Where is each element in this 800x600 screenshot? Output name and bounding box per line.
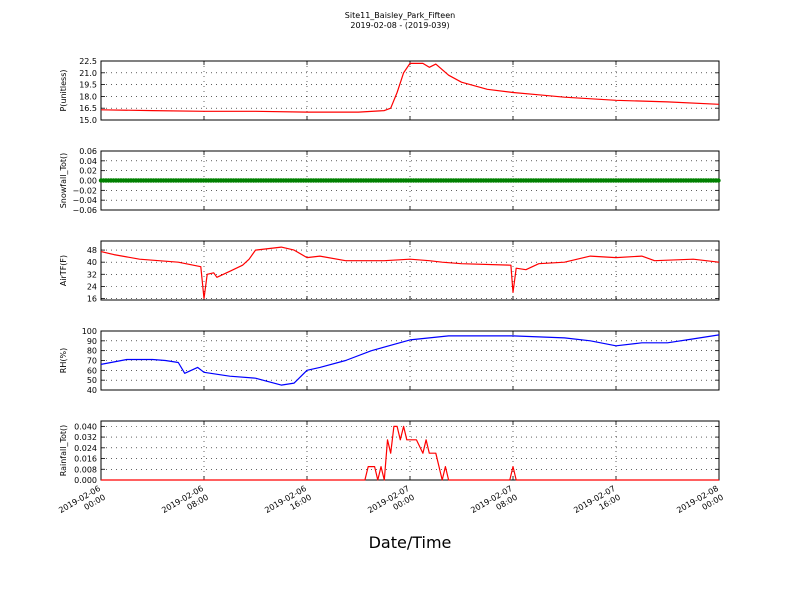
x-tick-label: 2019-02-0608:00: [160, 484, 210, 524]
y-tick-label: 90: [87, 337, 97, 346]
y-axis-label: P(unitless): [59, 69, 68, 111]
x-tick-label: 2019-02-0800:00: [675, 484, 725, 524]
y-axis-label: RH(%): [59, 348, 68, 373]
x-tick-label: 2019-02-0700:00: [366, 484, 416, 524]
y-tick-label: 19.5: [79, 81, 97, 90]
chart-title: Site11_Baisley_Park_Fifteen: [344, 11, 456, 20]
y-axis-label: Rainfall_Tot(): [59, 425, 68, 477]
y-axis-label: Snowfall_Tot(): [59, 153, 68, 209]
y-tick-label: 21.0: [79, 69, 97, 78]
x-tick-label: 2019-02-0708:00: [469, 484, 519, 524]
y-tick-label: 18.0: [79, 92, 97, 101]
y-tick-label: 0.040: [74, 422, 97, 431]
y-tick-label: 60: [87, 366, 97, 375]
y-tick-label: 100: [82, 327, 97, 336]
y-tick-label: 0.04: [79, 157, 97, 166]
series-line: [100, 246, 720, 300]
data-point: [716, 178, 721, 183]
x-tick-label: 2019-02-0616:00: [263, 484, 313, 524]
y-axis-label: AirTF(F): [59, 255, 68, 286]
chart-subtitle: 2019-02-08 - (2019-039): [350, 21, 450, 30]
series-line: [100, 334, 720, 386]
y-tick-label: 15.0: [79, 116, 97, 125]
y-tick-label: 80: [87, 347, 97, 356]
series-line: [100, 62, 720, 113]
y-tick-label: 40: [87, 258, 97, 267]
y-tick-label: −0.02: [72, 186, 97, 195]
y-tick-label: 24: [87, 282, 97, 291]
y-tick-label: 70: [87, 357, 97, 366]
y-tick-label: 0.032: [74, 433, 97, 442]
x-axis-title: Date/Time: [368, 533, 452, 552]
y-tick-label: 0.000: [74, 476, 97, 485]
y-tick-label: −0.04: [72, 196, 97, 205]
y-tick-label: 48: [87, 246, 97, 255]
y-tick-label: 50: [87, 376, 97, 385]
y-tick-label: −0.06: [72, 206, 97, 215]
y-tick-label: 40: [87, 386, 97, 395]
y-tick-label: 16.5: [79, 104, 97, 113]
y-tick-label: 22.5: [79, 57, 97, 66]
y-tick-label: 0.024: [74, 444, 97, 453]
y-tick-label: 0.016: [74, 455, 97, 464]
x-tick-label: 2019-02-0600:00: [57, 484, 107, 524]
series-line: [101, 425, 719, 481]
x-tick-label: 2019-02-0716:00: [572, 484, 622, 524]
y-tick-label: 0.06: [79, 147, 97, 156]
y-tick-label: 16: [87, 294, 97, 303]
y-tick-label: 0.02: [79, 167, 97, 176]
y-tick-label: 32: [87, 270, 97, 279]
y-tick-label: 0.00: [79, 177, 97, 186]
y-tick-label: 0.008: [74, 465, 97, 474]
